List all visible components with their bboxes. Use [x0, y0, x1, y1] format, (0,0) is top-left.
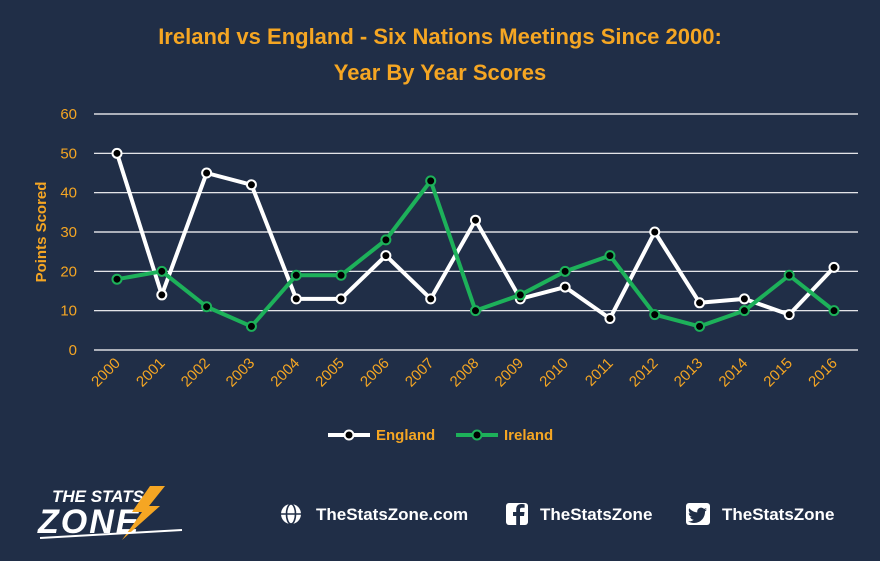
x-tick-label-2004: 2004	[267, 355, 303, 391]
point-england-2007	[425, 293, 437, 305]
point-ireland-2005	[335, 269, 347, 281]
x-tick-label-2006: 2006	[357, 355, 393, 391]
x-tick-label-2007: 2007	[402, 355, 438, 391]
x-tick-label-2014: 2014	[716, 355, 752, 391]
y-tick-label-40: 40	[60, 185, 77, 202]
point-ireland-2012	[649, 309, 661, 321]
logo-bolt-icon	[122, 486, 165, 540]
x-axis: 2000 2001 2002 2003 2004 2005 2006 2007 2008 2009…	[88, 355, 841, 391]
twitter-icon	[686, 503, 710, 525]
y-tick-label-30: 30	[60, 224, 77, 241]
grid	[94, 113, 858, 351]
point-ireland-2009	[514, 289, 526, 301]
logo-text-top: THE STATS	[52, 487, 145, 506]
point-england-2016	[828, 261, 840, 273]
legend-item-ireland[interactable]: Ireland	[456, 427, 553, 444]
point-england-2015	[783, 309, 795, 321]
x-tick-label-2001: 2001	[133, 355, 169, 391]
x-tick-label-2003: 2003	[223, 355, 259, 391]
legend-marker-england	[343, 429, 355, 441]
point-england-2008	[470, 214, 481, 226]
point-ireland-2014	[738, 305, 750, 317]
chart-title: Ireland vs England - Six Nations Meeting…	[158, 24, 722, 49]
point-ireland-2010	[559, 265, 571, 277]
y-tick-label-10: 10	[60, 303, 77, 320]
point-england-2011	[604, 313, 616, 325]
point-england-2014	[738, 293, 750, 305]
point-england-2003	[245, 179, 257, 191]
footer-facebook[interactable]: TheStatsZone	[506, 503, 652, 525]
x-tick-label-2010: 2010	[536, 355, 572, 391]
x-tick-label-2013: 2013	[671, 355, 707, 391]
series-ireland	[111, 175, 840, 332]
series-line-ireland	[116, 178, 836, 329]
y-tick-label-20: 20	[60, 263, 77, 280]
series-england	[111, 147, 840, 325]
x-tick-label-2008: 2008	[447, 355, 483, 391]
chart-subtitle: Year By Year Scores	[334, 60, 546, 85]
point-ireland-2004	[290, 269, 302, 281]
point-ireland-2011	[604, 250, 616, 262]
x-tick-label-2015: 2015	[760, 355, 796, 391]
legend-item-england[interactable]: England	[328, 427, 435, 444]
facebook-handle[interactable]: TheStatsZone	[540, 505, 652, 524]
x-tick-label-2002: 2002	[178, 355, 214, 391]
point-ireland-2002	[201, 301, 213, 313]
x-tick-label-2000: 2000	[88, 355, 124, 391]
plot-area	[111, 147, 840, 332]
point-ireland-2006	[380, 234, 392, 246]
point-ireland-2008	[470, 305, 481, 317]
point-ireland-2003	[245, 320, 257, 332]
globe-icon	[281, 503, 301, 525]
stats-zone-logo: THE STATS ZONE	[37, 486, 183, 541]
legend-marker-ireland	[471, 429, 483, 441]
point-ireland-2013	[694, 320, 706, 332]
x-tick-label-2016: 2016	[805, 355, 841, 391]
facebook-icon	[506, 503, 528, 525]
x-tick-label-2012: 2012	[626, 355, 662, 391]
point-ireland-2000	[111, 273, 123, 285]
x-tick-label-2011: 2011	[582, 355, 617, 390]
point-ireland-2001	[156, 265, 168, 277]
point-england-2013	[694, 297, 706, 309]
point-england-2012	[649, 226, 661, 238]
y-axis-label: Points Scored	[33, 182, 50, 283]
legend-label-ireland: Ireland	[504, 427, 553, 444]
point-ireland-2015	[783, 269, 795, 281]
twitter-handle[interactable]: TheStatsZone	[722, 505, 834, 524]
legend: England Ireland	[328, 427, 553, 444]
y-tick-label-60: 60	[60, 106, 77, 123]
point-england-2005	[335, 293, 347, 305]
point-england-2010	[559, 281, 571, 293]
point-ireland-2007	[425, 175, 437, 187]
footer-website[interactable]: TheStatsZone.com	[281, 503, 468, 525]
point-england-2000	[111, 147, 123, 159]
logo-underline	[39, 529, 183, 539]
x-tick-label-2009: 2009	[492, 355, 528, 391]
series-line-england	[115, 152, 836, 321]
x-tick-label-2005: 2005	[312, 355, 348, 391]
footer-twitter[interactable]: TheStatsZone	[686, 503, 834, 525]
point-england-2001	[156, 289, 168, 301]
website-link[interactable]: TheStatsZone.com	[316, 505, 468, 524]
y-tick-label-0: 0	[69, 342, 77, 359]
point-england-2004	[290, 293, 302, 305]
point-england-2002	[201, 167, 213, 179]
point-ireland-2016	[828, 305, 840, 317]
legend-label-england: England	[376, 427, 435, 444]
y-tick-label-50: 50	[60, 145, 77, 162]
point-england-2006	[380, 250, 392, 262]
y-axis: 0 10 20 30 40 50 60	[60, 106, 77, 359]
